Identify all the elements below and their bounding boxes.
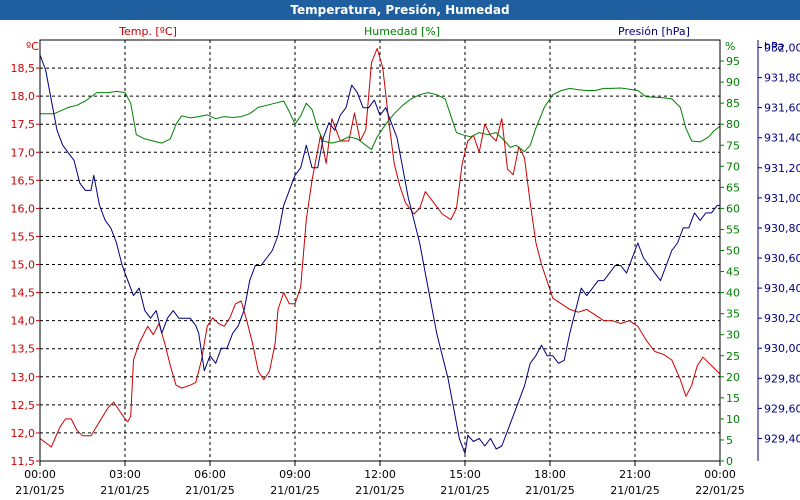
temp-unit-label: ºC: [26, 40, 39, 53]
x-tick-time: 06:00: [194, 468, 226, 481]
hum-tick-label: 60: [726, 202, 740, 215]
pres-tick-label: 931,20: [764, 162, 800, 175]
pres-tick-label: 929,40: [764, 432, 800, 445]
x-tick-date: 21/01/25: [355, 484, 404, 497]
temp-tick-label: 11,5: [11, 455, 36, 468]
x-tick-date: 21/01/25: [610, 484, 659, 497]
hum-unit-label: %: [725, 40, 735, 53]
hum-tick-label: 45: [726, 266, 740, 279]
temp-tick-label: 17,0: [11, 146, 36, 159]
temp-tick-label: 17,5: [11, 118, 36, 131]
hum-tick-label: 75: [726, 139, 740, 152]
pres-tick-label: 930,20: [764, 312, 800, 325]
hum-tick-label: 15: [726, 392, 740, 405]
hum-tick-label: 70: [726, 160, 740, 173]
hum-tick-label: 5: [726, 434, 733, 447]
temp-tick-label: 16,5: [11, 174, 36, 187]
title-bar: [0, 0, 800, 20]
hum-tick-label: 25: [726, 350, 740, 363]
hum-tick-label: 50: [726, 245, 740, 258]
x-tick-time: 15:00: [449, 468, 481, 481]
series-layer: [39, 47, 721, 454]
pres-tick-label: 931,60: [764, 102, 800, 115]
pres-tick-label: 930,40: [764, 282, 800, 295]
pres-tick-label: 930,00: [764, 342, 800, 355]
pres-tick-label: 930,80: [764, 222, 800, 235]
x-tick-date: 21/01/25: [100, 484, 149, 497]
temp-tick-label: 13,5: [11, 343, 36, 356]
x-tick-date: 21/01/25: [525, 484, 574, 497]
pres-tick-label: 930,60: [764, 252, 800, 265]
x-tick-time: 09:00: [279, 468, 311, 481]
x-tick-time: 00:00: [24, 468, 56, 481]
temp-tick-label: 12,5: [11, 399, 36, 412]
temp-tick-label: 16,0: [11, 202, 36, 215]
temp-tick-label: 15,5: [11, 230, 36, 243]
pressure-series-line: [39, 54, 720, 454]
hum-tick-label: 0: [726, 455, 733, 468]
pres-tick-label: 931,00: [764, 192, 800, 205]
temp-tick-label: 14,5: [11, 287, 36, 300]
x-tick-date: 21/01/25: [270, 484, 319, 497]
hum-tick-label: 35: [726, 308, 740, 321]
x-tick-date: 22/01/25: [695, 484, 744, 497]
chart-title: Temperatura, Presión, Humedad: [290, 3, 509, 17]
pres-tick-label: 931,40: [764, 132, 800, 145]
x-tick-time: 00:00: [704, 468, 736, 481]
x-tick-time: 03:00: [109, 468, 141, 481]
pres-tick-label: 931,80: [764, 72, 800, 85]
axes: 00:00 21/01/25 03:00 21/01/25 06:00 21/01/25 0…: [11, 40, 800, 497]
pres-tick-label: 929,60: [764, 402, 800, 415]
hum-tick-label: 40: [726, 287, 740, 300]
temp-tick-label: 14,0: [11, 315, 36, 328]
hum-tick-label: 80: [726, 118, 740, 131]
pres-tick-label: 932,00: [764, 42, 800, 55]
x-tick-date: 21/01/25: [15, 484, 64, 497]
hum-tick-label: 20: [726, 371, 740, 384]
pres-unit-label: hPa: [764, 40, 784, 53]
temp-tick-label: 13,0: [11, 371, 36, 384]
x-tick-date: 21/01/25: [185, 484, 234, 497]
temperature-series-line: [39, 47, 721, 448]
hum-tick-label: 10: [726, 413, 740, 426]
hum-tick-label: 65: [726, 181, 740, 194]
temp-tick-label: 15,0: [11, 259, 36, 272]
hum-tick-label: 30: [726, 329, 740, 342]
temp-axis-title: Temp. [ºC]: [118, 25, 177, 38]
humidity-series-line: [40, 87, 721, 153]
x-tick-time: 21:00: [619, 468, 651, 481]
hum-tick-label: 85: [726, 97, 740, 110]
temp-tick-label: 12,0: [11, 427, 36, 440]
hum-tick-label: 55: [726, 223, 740, 236]
hum-tick-label: 95: [726, 55, 740, 68]
pres-axis-title: Presión [hPa]: [618, 25, 690, 38]
x-tick-time: 12:00: [364, 468, 396, 481]
temp-tick-label: 18,5: [11, 62, 36, 75]
pres-tick-label: 929,80: [764, 372, 800, 385]
hum-axis-title: Humedad [%]: [364, 25, 440, 38]
temp-tick-label: 18,0: [11, 90, 36, 103]
hum-tick-label: 90: [726, 76, 740, 89]
x-tick-time: 18:00: [534, 468, 566, 481]
x-tick-date: 21/01/25: [440, 484, 489, 497]
